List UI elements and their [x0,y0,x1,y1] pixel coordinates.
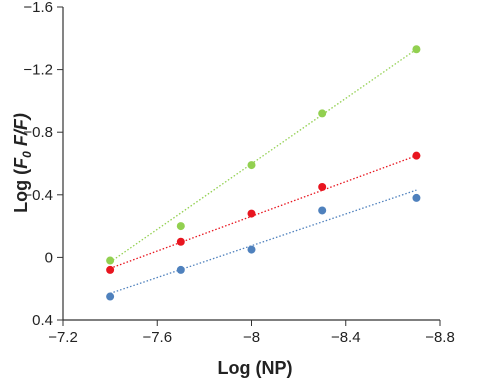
y-title-part: Log ( [11,169,31,213]
point [106,292,115,301]
x-tick-label: −8.4 [331,329,361,346]
y-tick-label: −1.6 [23,0,53,16]
point [412,45,421,54]
y-tick-label: −0.8 [23,124,53,141]
point [412,151,421,160]
trend-line [109,48,417,263]
point [176,265,185,274]
trend-line [109,155,417,269]
x-tick-label: −7.2 [48,329,78,346]
x-tick-label: −8 [243,329,260,346]
x-tick-label: −8.8 [425,329,455,346]
point [176,237,185,246]
point [176,222,185,231]
point [247,245,256,254]
y-tick-label: −0.4 [23,187,53,204]
y-tick-label: −1.2 [23,62,53,79]
y-axis-title: Log (F0 F/F) [11,113,34,213]
trend-line [109,189,417,295]
y-tick-label: 0 [45,249,53,266]
point [106,265,115,274]
point [247,209,256,218]
x-axis-title: Log (NP) [218,358,293,378]
y-title-part: 0 [20,151,34,158]
point [318,206,327,215]
point [412,193,421,202]
point [247,161,256,170]
x-tick-label: −7.6 [142,329,172,346]
y-title-part: F [11,157,31,169]
y-title-part: F/F) [11,113,31,151]
y-tick-label: 0.4 [32,312,53,329]
point [318,109,327,118]
point [318,182,327,191]
point [106,256,115,265]
